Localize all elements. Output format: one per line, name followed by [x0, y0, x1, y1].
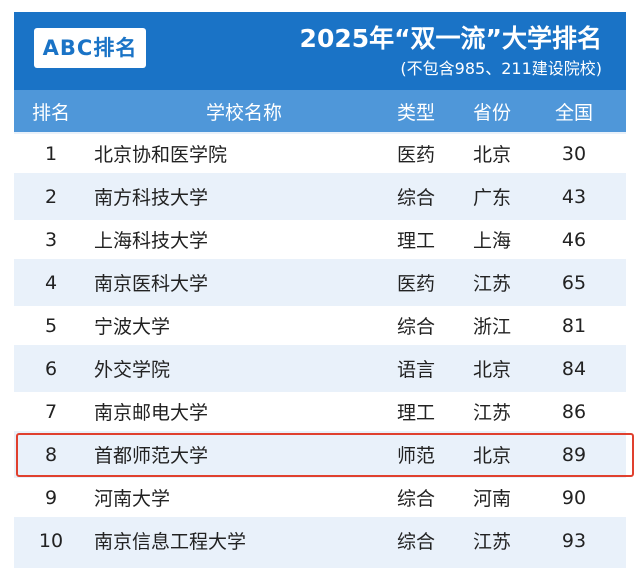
school-name-cell: 河南大学	[94, 488, 171, 510]
type-cell: 医药	[396, 273, 435, 295]
rank-cell: 3	[44, 228, 58, 251]
table-row: 9 河南大学 综合 河南 90	[14, 478, 626, 517]
table-row: 1 北京协和医学院 医药 北京 30	[14, 134, 626, 173]
table-body: 1 北京协和医学院 医药 北京 30 2 南方科技大学 综合 广东 43 3 上…	[14, 134, 626, 560]
school-name-cell: 南京邮电大学	[94, 402, 209, 424]
type-cell: 师范	[396, 445, 435, 467]
province-cell: 浙江	[472, 316, 511, 338]
ranking-card: ABC排名 2025年“双一流”大学排名 (不包含985、211建设院校) 排名…	[14, 12, 626, 568]
table-header: 排名 学校名称 类型 省份 全国	[14, 90, 626, 132]
type-cell: 综合	[396, 316, 435, 338]
type-cell: 理工	[396, 230, 435, 252]
rank-cell: 7	[44, 400, 58, 423]
rank-cell: 4	[44, 271, 58, 294]
rank-cell: 5	[44, 314, 58, 337]
column-header-rank: 排名	[31, 101, 70, 124]
ranking-header: ABC排名 2025年“双一流”大学排名 (不包含985、211建设院校)	[14, 12, 626, 90]
province-cell: 江苏	[472, 273, 511, 295]
rank-cell: 1	[44, 142, 58, 165]
province-cell: 江苏	[472, 531, 511, 553]
table-row: 4 南京医科大学 医药 江苏 65	[14, 263, 626, 302]
rank-cell: 2	[44, 185, 58, 208]
type-cell: 综合	[396, 187, 435, 209]
school-name-cell: 北京协和医学院	[94, 144, 228, 166]
column-header-score: 全国	[554, 101, 593, 124]
school-name-cell: 南方科技大学	[94, 187, 209, 209]
school-name-cell: 外交学院	[94, 359, 171, 381]
score-cell: 81	[561, 314, 587, 337]
table-row: 2 南方科技大学 综合 广东 43	[14, 177, 626, 216]
school-name-cell: 上海科技大学	[94, 230, 209, 252]
type-cell: 语言	[396, 359, 435, 381]
score-cell: 86	[561, 400, 587, 423]
rank-cell: 10	[38, 529, 64, 552]
column-header-province: 省份	[472, 101, 511, 124]
score-cell: 89	[561, 443, 587, 466]
score-cell: 90	[561, 486, 587, 509]
column-header-type: 类型	[396, 101, 435, 124]
table-row: 3 上海科技大学 理工 上海 46	[14, 220, 626, 259]
column-header-name: 学校名称	[205, 101, 282, 124]
table-row: 10 南京信息工程大学 综合 江苏 93	[14, 521, 626, 560]
school-name-cell: 首都师范大学	[94, 445, 209, 467]
school-name-cell: 南京医科大学	[94, 273, 209, 295]
province-cell: 北京	[472, 445, 511, 467]
score-cell: 46	[561, 228, 587, 251]
score-cell: 65	[561, 271, 587, 294]
school-name-cell: 南京信息工程大学	[94, 531, 247, 553]
score-cell: 84	[561, 357, 587, 380]
type-cell: 综合	[396, 531, 435, 553]
rank-cell: 9	[44, 486, 58, 509]
page-subtitle: (不包含985、211建设院校)	[400, 59, 602, 78]
school-name-cell: 宁波大学	[94, 316, 171, 338]
type-cell: 综合	[396, 488, 435, 510]
rank-cell: 8	[44, 443, 58, 466]
table-row: 6 外交学院 语言 北京 84	[14, 349, 626, 388]
score-cell: 30	[561, 142, 587, 165]
province-cell: 北京	[472, 359, 511, 381]
province-cell: 北京	[472, 144, 511, 166]
type-cell: 医药	[396, 144, 435, 166]
score-cell: 93	[561, 529, 587, 552]
brand-badge: ABC排名	[34, 28, 146, 68]
page-title: 2025年“双一流”大学排名	[299, 24, 602, 53]
province-cell: 河南	[472, 488, 511, 510]
province-cell: 上海	[472, 230, 511, 252]
province-cell: 江苏	[472, 402, 511, 424]
province-cell: 广东	[472, 187, 511, 209]
table-row: 5 宁波大学 综合 浙江 81	[14, 306, 626, 345]
type-cell: 理工	[396, 402, 435, 424]
rank-cell: 6	[44, 357, 58, 380]
score-cell: 43	[561, 185, 587, 208]
table-row: 7 南京邮电大学 理工 江苏 86	[14, 392, 626, 431]
table-row-highlighted: 8 首都师范大学 师范 北京 89	[14, 435, 626, 474]
